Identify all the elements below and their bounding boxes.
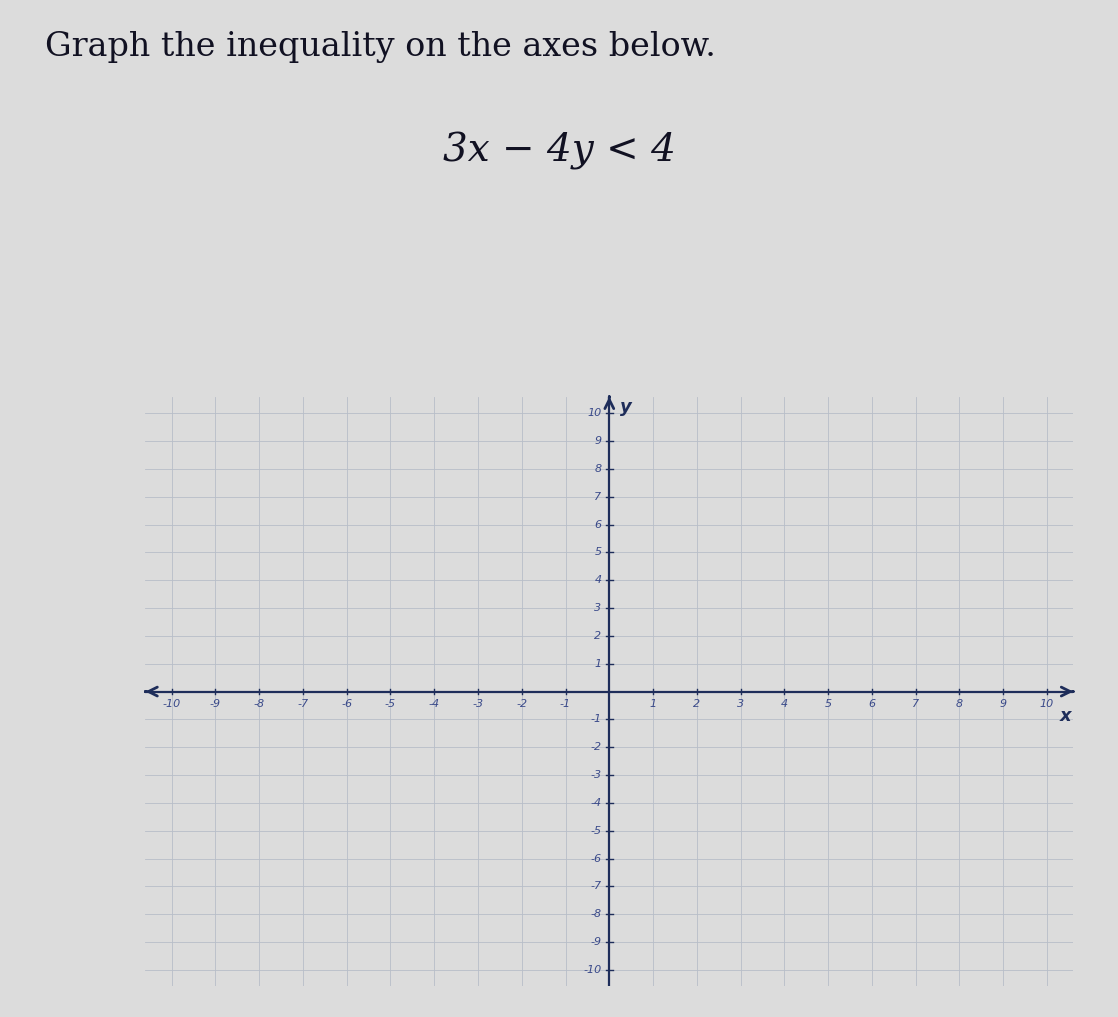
Text: -8: -8: [254, 700, 265, 709]
Text: -10: -10: [162, 700, 181, 709]
Text: 7: 7: [595, 492, 601, 501]
Text: 3x − 4y < 4: 3x − 4y < 4: [443, 132, 675, 170]
Text: -5: -5: [590, 826, 601, 836]
Text: -9: -9: [590, 937, 601, 947]
Text: -1: -1: [560, 700, 571, 709]
Text: 10: 10: [1040, 700, 1054, 709]
Text: 6: 6: [869, 700, 875, 709]
Text: x: x: [1060, 707, 1071, 725]
Text: -4: -4: [590, 798, 601, 807]
Text: 3: 3: [595, 603, 601, 613]
Text: -9: -9: [210, 700, 221, 709]
Text: 4: 4: [595, 576, 601, 585]
Text: 3: 3: [737, 700, 745, 709]
Text: 2: 2: [595, 631, 601, 641]
Text: 5: 5: [825, 700, 832, 709]
Text: -6: -6: [341, 700, 352, 709]
Text: -6: -6: [590, 853, 601, 863]
Text: -3: -3: [590, 770, 601, 780]
Text: 4: 4: [780, 700, 788, 709]
Text: 2: 2: [693, 700, 700, 709]
Text: y: y: [620, 398, 632, 416]
Text: 8: 8: [595, 464, 601, 474]
Text: 1: 1: [650, 700, 656, 709]
Text: 8: 8: [956, 700, 963, 709]
Text: -10: -10: [584, 965, 601, 975]
Text: Graph the inequality on the axes below.: Graph the inequality on the axes below.: [45, 31, 716, 62]
Text: -2: -2: [517, 700, 528, 709]
Text: 1: 1: [595, 659, 601, 669]
Text: -3: -3: [473, 700, 484, 709]
Text: 9: 9: [999, 700, 1007, 709]
Text: -2: -2: [590, 742, 601, 753]
Text: 6: 6: [595, 520, 601, 530]
Text: -4: -4: [428, 700, 439, 709]
Text: -1: -1: [590, 714, 601, 724]
Text: -7: -7: [297, 700, 309, 709]
Text: 9: 9: [595, 436, 601, 446]
Text: 5: 5: [595, 547, 601, 557]
Text: -8: -8: [590, 909, 601, 919]
Text: 10: 10: [587, 408, 601, 418]
Text: 7: 7: [912, 700, 919, 709]
Text: -7: -7: [590, 882, 601, 891]
Text: -5: -5: [385, 700, 396, 709]
